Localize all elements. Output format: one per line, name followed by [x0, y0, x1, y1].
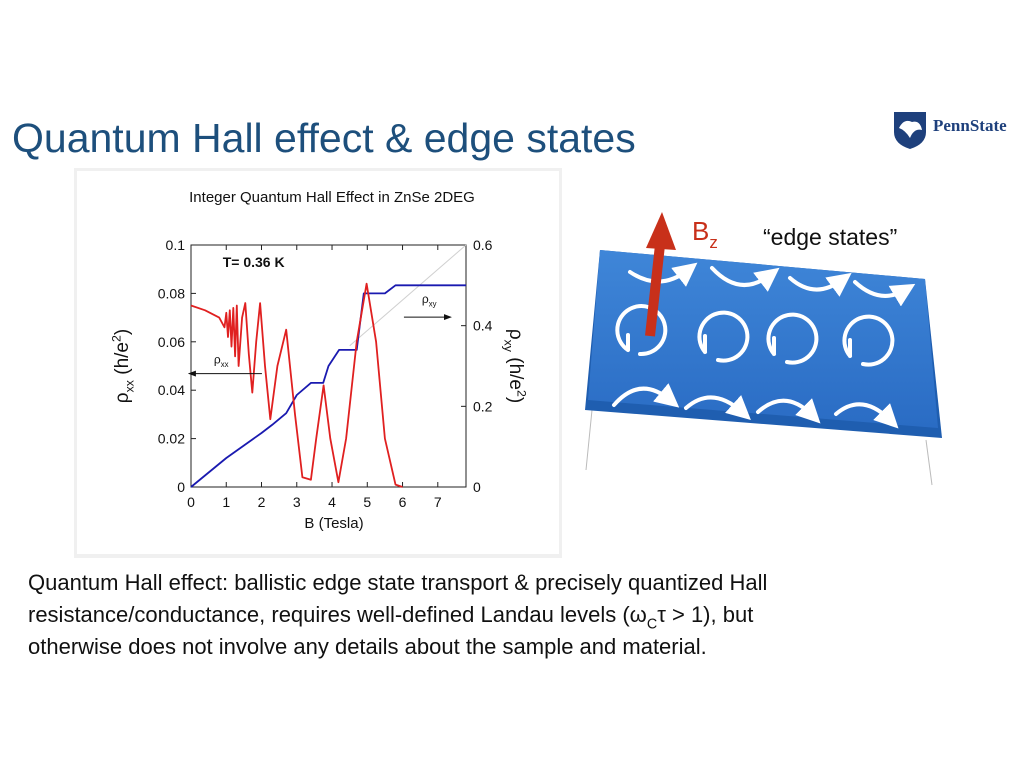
body-line: resistance/conductance, requires well-de…	[28, 602, 753, 633]
text-part: ρ	[112, 392, 133, 403]
y2-axis-label: ρxy (h/e2)	[501, 329, 528, 403]
x-tick-label: 2	[258, 494, 266, 510]
chart: Integer Quantum Hall Effect in ZnSe 2DEG…	[109, 189, 528, 532]
annotation: ρxy	[422, 292, 437, 309]
text-part: ρ	[422, 292, 429, 306]
edge-arrow	[853, 280, 916, 307]
text-part: xy	[501, 340, 515, 353]
logo-text: PennState	[933, 116, 1007, 135]
slide-title: Quantum Hall effect & edge states	[12, 115, 636, 161]
text-part: )	[505, 397, 526, 403]
text-part: otherwise does not involve any details a…	[28, 634, 707, 659]
text-part: resistance/conductance, requires well-de…	[28, 602, 647, 627]
y2-tick-label: 0	[473, 479, 481, 495]
x-tick-label: 0	[187, 494, 195, 510]
x-tick-label: 6	[399, 494, 407, 510]
body-line: Quantum Hall effect: ballistic edge stat…	[28, 570, 767, 595]
x-tick-label: 1	[222, 494, 230, 510]
edge-state-diagram: Bz “edge states”	[585, 212, 942, 486]
text-part: τ > 1), but	[657, 602, 753, 627]
data-line	[190, 284, 466, 488]
sample-lead	[585, 409, 593, 471]
cyclotron-orbit	[697, 310, 750, 363]
diagram-caption: “edge states”	[763, 224, 897, 250]
text-part: xx	[123, 379, 137, 392]
y2-tick-label: 0.4	[473, 318, 493, 334]
annotation: T= 0.36 K	[223, 254, 285, 270]
edge-arrow	[684, 395, 751, 421]
field-arrowhead	[646, 212, 676, 250]
edge-arrow	[710, 266, 780, 292]
text-part: )	[112, 329, 133, 335]
body-text: Quantum Hall effect: ballistic edge stat…	[28, 570, 767, 659]
y-tick-label: 0.08	[158, 285, 185, 301]
edge-arrow	[612, 383, 680, 408]
text-part: (h/e	[505, 352, 526, 390]
field-arrow	[645, 244, 665, 337]
edge-arrow	[834, 402, 899, 429]
edge-arrow	[756, 398, 821, 424]
chart-panel	[77, 171, 559, 554]
sample-lead	[925, 439, 933, 486]
y-axis-label: ρxx (h/e2)	[109, 329, 136, 403]
text-part: ρ	[505, 329, 526, 340]
y-tick-label: 0.02	[158, 431, 185, 447]
y2-tick-label: 0.6	[473, 237, 493, 253]
text-part: z	[709, 233, 717, 252]
x-tick-label: 7	[434, 494, 442, 510]
logo: PennState	[894, 112, 1007, 149]
y-tick-label: 0.04	[158, 382, 185, 398]
body-line: otherwise does not involve any details a…	[28, 634, 707, 659]
y-tick-label: 0.06	[158, 334, 185, 350]
text-part: (h/e	[112, 342, 133, 380]
text-part: C	[647, 617, 657, 633]
x-tick-label: 3	[293, 494, 301, 510]
chart-title: Integer Quantum Hall Effect in ZnSe 2DEG	[189, 189, 475, 206]
text-part: 2	[515, 390, 529, 397]
text-part: T= 0.36 K	[223, 254, 285, 270]
y-tick-label: 0.1	[166, 237, 186, 253]
cyclotron-orbit	[766, 312, 819, 365]
text-part: Quantum Hall effect: ballistic edge stat…	[28, 570, 767, 595]
logo-lion	[899, 120, 922, 138]
text-part: 2	[109, 335, 123, 342]
y2-tick-label: 0.2	[473, 398, 493, 414]
edge-arrow	[788, 272, 852, 297]
x-tick-label: 4	[328, 494, 336, 510]
y-tick-label: 0	[177, 479, 185, 495]
text-part: ρ	[214, 353, 221, 367]
text-part: B	[692, 216, 709, 246]
text-part: xx	[221, 360, 229, 369]
field-label: Bz	[692, 216, 718, 252]
text-part: xy	[429, 300, 437, 309]
cyclotron-orbit	[842, 314, 895, 367]
data-line	[190, 282, 403, 488]
annotation: ρxx	[214, 353, 229, 370]
plot-frame	[190, 244, 467, 488]
data-line	[349, 244, 467, 347]
x-tick-label: 5	[363, 494, 371, 510]
x-axis-label: B (Tesla)	[304, 515, 363, 532]
